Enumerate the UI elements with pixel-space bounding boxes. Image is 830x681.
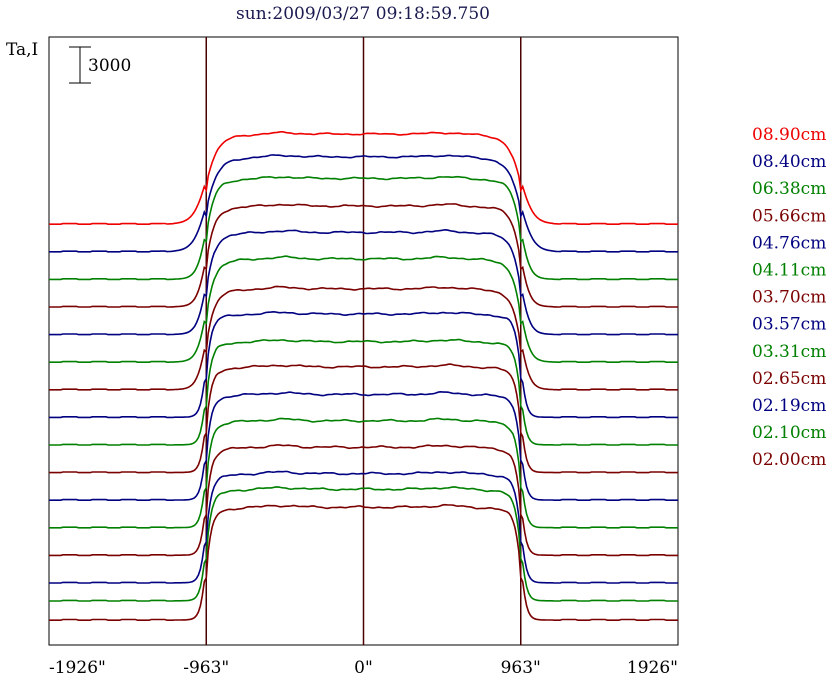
y-axis-label: Ta,I bbox=[6, 40, 39, 60]
legend-label: 08.90cm bbox=[752, 125, 826, 145]
x-tick-label: 0" bbox=[354, 658, 373, 678]
series-line bbox=[49, 503, 678, 621]
series-line bbox=[49, 131, 678, 225]
series-line bbox=[49, 444, 678, 557]
series-line bbox=[49, 154, 678, 253]
legend-label: 02.10cm bbox=[752, 423, 826, 443]
x-tick-label: -963" bbox=[183, 658, 229, 678]
series-line bbox=[49, 203, 678, 308]
legend-label: 02.00cm bbox=[752, 450, 826, 470]
series-line bbox=[49, 285, 678, 391]
legend-label: 03.70cm bbox=[752, 288, 826, 308]
legend-label: 03.57cm bbox=[752, 315, 826, 335]
legend-label: 08.40cm bbox=[752, 152, 826, 172]
scale-bar-label: 3000 bbox=[88, 56, 131, 76]
series-line bbox=[49, 228, 678, 336]
series-line bbox=[49, 255, 678, 363]
series-line bbox=[49, 390, 678, 501]
legend-label: 03.31cm bbox=[752, 342, 826, 362]
series-line bbox=[49, 363, 678, 474]
x-tick-label: 963" bbox=[501, 658, 541, 678]
series-line bbox=[49, 338, 678, 446]
series-line bbox=[49, 310, 678, 419]
legend-label: 05.66cm bbox=[752, 206, 826, 226]
chart-title: sun:2009/03/27 09:18:59.750 bbox=[236, 4, 490, 24]
legend-label: 04.76cm bbox=[752, 233, 826, 253]
legend-label: 04.11cm bbox=[752, 261, 826, 281]
series-line bbox=[49, 486, 678, 602]
legend-label: 02.65cm bbox=[752, 369, 826, 389]
x-tick-label: -1926" bbox=[49, 658, 106, 678]
x-tick-label: 1926" bbox=[627, 658, 678, 678]
legend-label: 06.38cm bbox=[752, 179, 826, 199]
series-line bbox=[49, 470, 678, 584]
legend-label: 02.19cm bbox=[752, 396, 826, 416]
series-line bbox=[49, 417, 678, 529]
series-line bbox=[49, 175, 678, 281]
